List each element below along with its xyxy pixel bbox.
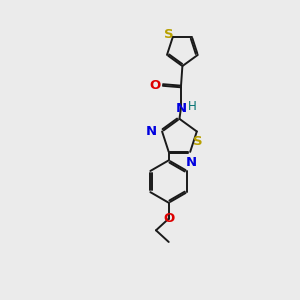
Text: N: N [176,102,187,115]
Text: H: H [188,100,197,112]
Text: N: N [146,125,158,138]
Text: S: S [164,28,174,41]
Text: O: O [149,79,161,92]
Text: N: N [186,156,197,169]
Text: O: O [163,212,174,225]
Text: S: S [193,135,202,148]
